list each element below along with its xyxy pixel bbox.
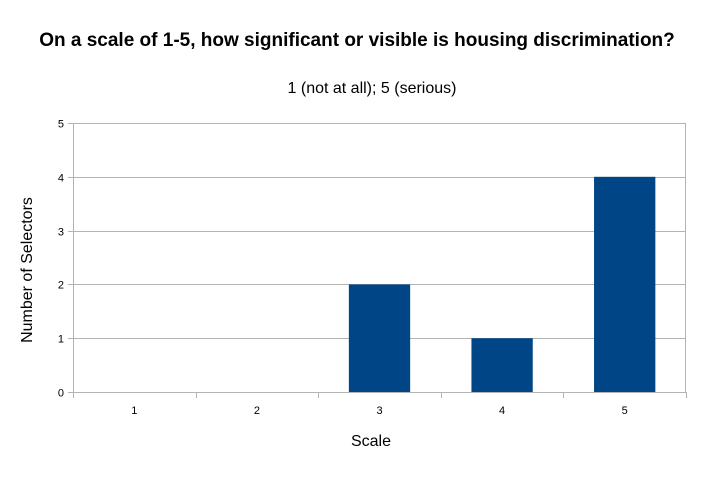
y-tick-label: 2 xyxy=(58,280,64,292)
bar-5 xyxy=(594,176,656,392)
x-axis-label: Scale xyxy=(350,433,392,450)
x-tick-label: 4 xyxy=(499,405,505,417)
bar-3 xyxy=(348,284,411,392)
x-tick-label: 1 xyxy=(131,405,137,417)
bar-4 xyxy=(471,338,533,392)
y-tick-label: 1 xyxy=(58,334,64,346)
x-tick-label: 3 xyxy=(376,405,382,417)
tick-labels: 0 1 2 3 4 5 1 2 3 4 5 xyxy=(58,119,628,418)
chart-subtitle: 1 (not at all); 5 (serious) xyxy=(287,80,457,97)
axes xyxy=(68,123,687,398)
y-tick-label: 0 xyxy=(58,388,64,400)
x-tick-label: 2 xyxy=(254,405,260,417)
y-tick-label: 5 xyxy=(58,119,64,131)
chart-title: On a scale of 1-5, how significant or vi… xyxy=(39,30,675,51)
bars xyxy=(348,176,656,392)
y-tick-label: 3 xyxy=(58,227,64,239)
y-tick-label: 4 xyxy=(58,173,64,185)
x-tick-label: 5 xyxy=(622,405,628,417)
